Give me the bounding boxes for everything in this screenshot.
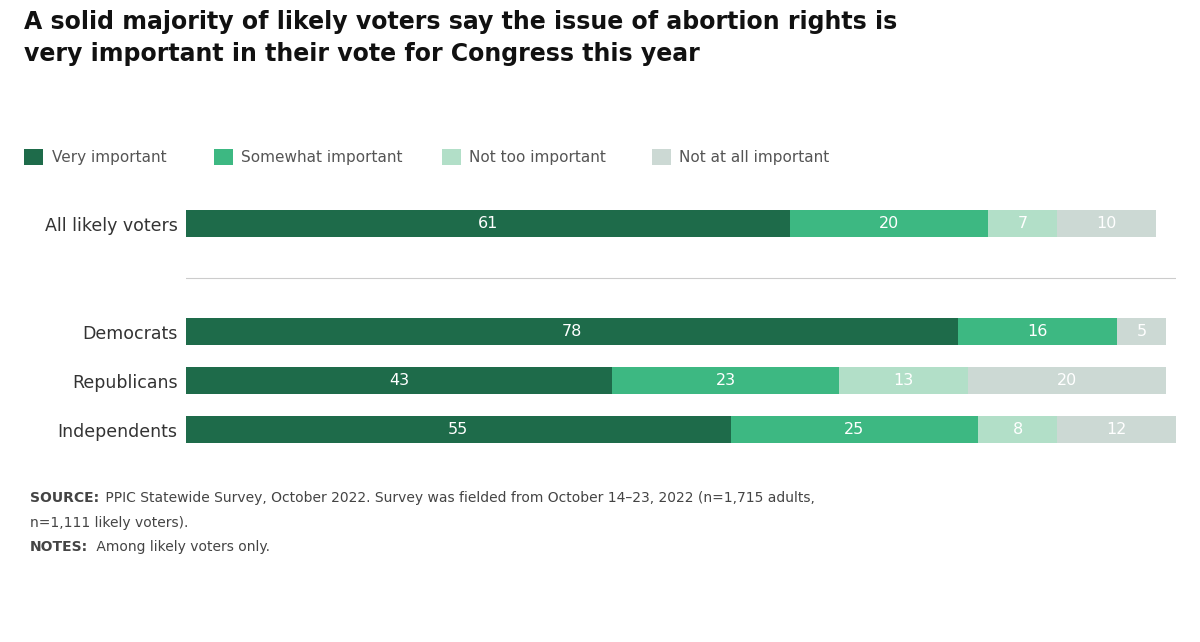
Text: 10: 10 xyxy=(1097,216,1117,231)
Bar xyxy=(186,318,959,345)
Bar xyxy=(840,367,968,394)
Text: NOTES:: NOTES: xyxy=(30,540,88,554)
Text: Somewhat important: Somewhat important xyxy=(241,150,403,165)
Bar xyxy=(186,211,790,238)
Bar xyxy=(968,367,1166,394)
Text: Not too important: Not too important xyxy=(469,150,606,165)
Bar xyxy=(790,211,988,238)
Text: 20: 20 xyxy=(1057,373,1078,388)
Bar xyxy=(988,211,1057,238)
Text: 8: 8 xyxy=(1013,422,1022,437)
Text: 43: 43 xyxy=(389,373,409,388)
Text: A solid majority of likely voters say the issue of abortion rights is: A solid majority of likely voters say th… xyxy=(24,10,898,33)
Text: 5: 5 xyxy=(1136,324,1146,339)
Bar xyxy=(731,416,978,443)
Bar xyxy=(186,416,731,443)
Text: 25: 25 xyxy=(844,422,864,437)
Text: 78: 78 xyxy=(562,324,582,339)
Text: PPIC Statewide Survey, October 2022. Survey was fielded from October 14–23, 2022: PPIC Statewide Survey, October 2022. Sur… xyxy=(101,491,815,505)
Text: very important in their vote for Congress this year: very important in their vote for Congres… xyxy=(24,42,700,65)
Bar xyxy=(959,318,1117,345)
Text: n=1,111 likely voters).: n=1,111 likely voters). xyxy=(30,516,188,530)
Text: Very important: Very important xyxy=(52,150,167,165)
Text: 61: 61 xyxy=(478,216,498,231)
Text: 7: 7 xyxy=(1018,216,1027,231)
Bar xyxy=(1057,211,1157,238)
Bar xyxy=(1057,416,1176,443)
Bar xyxy=(186,367,612,394)
Text: 23: 23 xyxy=(715,373,736,388)
Text: 16: 16 xyxy=(1027,324,1048,339)
Text: Among likely voters only.: Among likely voters only. xyxy=(92,540,270,554)
Text: SOURCE:: SOURCE: xyxy=(30,491,100,505)
Bar xyxy=(612,367,840,394)
Bar xyxy=(978,416,1057,443)
Bar xyxy=(1116,318,1166,345)
Text: 55: 55 xyxy=(448,422,468,437)
Text: 12: 12 xyxy=(1106,422,1127,437)
Text: Not at all important: Not at all important xyxy=(679,150,829,165)
Text: 20: 20 xyxy=(878,216,899,231)
Text: 13: 13 xyxy=(894,373,914,388)
